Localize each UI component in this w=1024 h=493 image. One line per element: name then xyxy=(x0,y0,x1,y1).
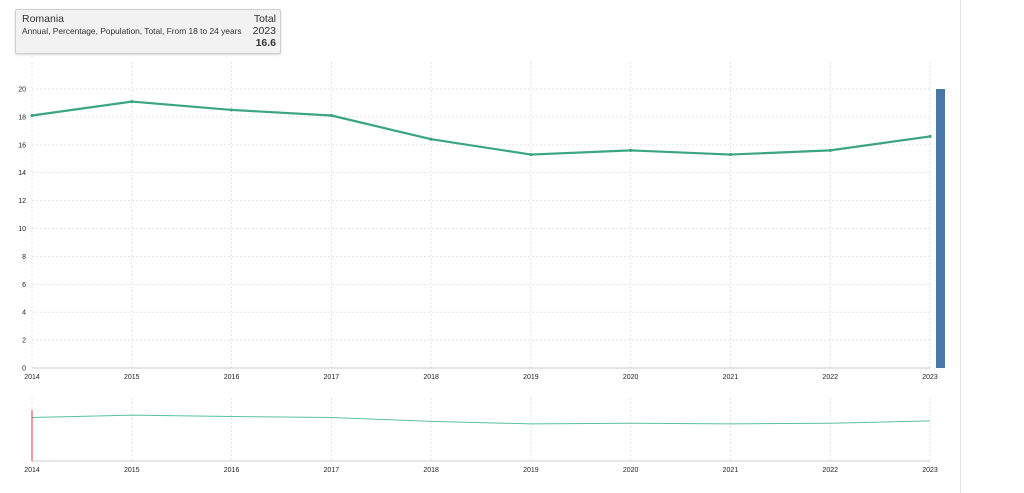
data-point xyxy=(30,113,34,118)
x-tick-label: 2016 xyxy=(224,374,240,381)
panel-divider xyxy=(960,0,961,493)
y-tick-label: 18 xyxy=(18,114,26,121)
x-tick-label: 2020 xyxy=(623,374,639,381)
y-tick-label: 0 xyxy=(22,366,26,373)
data-point xyxy=(529,152,533,157)
y-tick-label: 2 xyxy=(22,338,26,345)
series-line xyxy=(31,100,931,156)
x-tick-label: 2021 xyxy=(723,374,739,381)
x-tick-label: 2014 xyxy=(24,374,40,381)
y-tick-label: 14 xyxy=(18,170,26,177)
data-tooltip: Romania Annual, Percentage, Population, … xyxy=(15,9,281,54)
overview-tick-label: 2020 xyxy=(623,467,639,474)
tooltip-right: Total 2023 16.6 xyxy=(253,13,276,49)
y-tick-label: 4 xyxy=(22,310,26,317)
overview-tick-label: 2019 xyxy=(523,467,539,474)
data-point xyxy=(828,148,832,152)
x-tick-label: 2023 xyxy=(922,374,938,381)
overview-tick-label: 2018 xyxy=(423,467,439,474)
x-tick-label: 2015 xyxy=(124,374,140,381)
overview-tick-label: 2016 xyxy=(224,467,240,474)
overview-tick-label: 2014 xyxy=(24,467,40,474)
data-point xyxy=(329,113,333,118)
data-point xyxy=(728,152,733,157)
y-tick-label: 20 xyxy=(18,87,26,94)
overview-tick-label: 2022 xyxy=(822,467,838,474)
main-series xyxy=(30,99,932,157)
main-grid xyxy=(31,62,931,369)
data-point xyxy=(928,134,932,139)
data-point xyxy=(130,99,134,104)
overview-series-line xyxy=(31,414,931,425)
tooltip-year: 2023 xyxy=(252,25,276,37)
x-tick-label: 2018 xyxy=(423,374,439,381)
overview-tick-label: 2017 xyxy=(324,467,340,474)
x-tick-label: 2017 xyxy=(324,374,340,381)
x-tick-label: 2019 xyxy=(523,374,539,381)
vertical-scroll-handle[interactable] xyxy=(936,89,945,368)
y-tick-label: 12 xyxy=(18,198,26,205)
tooltip-country: Romania xyxy=(22,13,65,25)
x-axis-ticks: 2014 2015 2016 2017 2018 2019 2020 2021 2022 2023 xyxy=(24,374,938,381)
y-tick-label: 6 xyxy=(22,282,26,289)
data-point xyxy=(429,137,433,141)
tooltip-value: 16.6 xyxy=(255,37,276,49)
data-point xyxy=(229,108,234,112)
tooltip-description: Annual, Percentage, Population, Total, F… xyxy=(22,26,242,36)
overview-tick-label: 2015 xyxy=(124,467,140,474)
overview-tick-label: 2021 xyxy=(723,467,739,474)
y-tick-label: 10 xyxy=(18,226,26,233)
y-tick-label: 16 xyxy=(18,142,26,149)
data-point xyxy=(629,148,633,152)
x-tick-label: 2022 xyxy=(822,374,838,381)
overview-navigator[interactable]: 2014 2015 2016 2017 2018 2019 2020 2021 2022 2023 xyxy=(24,398,938,474)
overview-tick-label: 2023 xyxy=(922,467,938,474)
y-tick-label: 8 xyxy=(22,254,26,261)
tooltip-series-label: Total xyxy=(253,13,276,25)
y-axis-ticks: 0 2 4 6 8 10 12 14 16 18 20 xyxy=(18,87,26,373)
